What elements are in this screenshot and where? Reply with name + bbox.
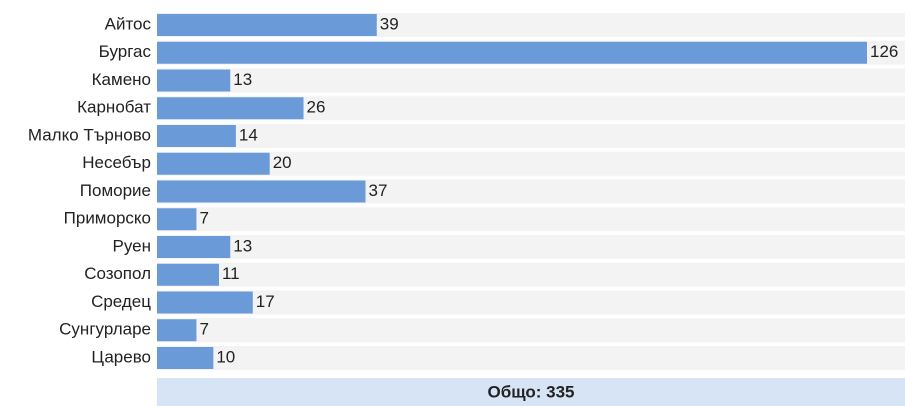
- row-background: [157, 151, 905, 176]
- value-label: 13: [233, 236, 252, 255]
- value-label: 26: [307, 98, 326, 117]
- category-label: Сунгурларе: [59, 320, 151, 339]
- value-label: 17: [256, 292, 275, 311]
- bar: [157, 14, 377, 36]
- total-box: [157, 378, 905, 406]
- total-label: Общо: 335: [488, 382, 575, 401]
- category-label: Созопол: [84, 264, 151, 283]
- bar: [157, 236, 231, 258]
- value-label: 11: [222, 264, 240, 283]
- bar: [157, 347, 214, 369]
- category-label: Средец: [91, 292, 151, 311]
- row-background: [157, 318, 905, 343]
- category-label: Приморско: [64, 209, 151, 228]
- value-label: 10: [216, 347, 235, 366]
- category-label: Поморие: [80, 181, 151, 200]
- bar: [157, 180, 366, 203]
- row-background: [157, 124, 905, 148]
- bar: [157, 69, 231, 92]
- value-label: 126: [870, 42, 898, 61]
- category-label: Айтос: [105, 14, 152, 33]
- category-label: Карнобат: [77, 98, 151, 117]
- row-background: [157, 346, 905, 370]
- value-label: 7: [199, 209, 208, 228]
- category-label: Царево: [91, 347, 151, 366]
- bar: [157, 41, 867, 64]
- category-label: Бургас: [99, 42, 152, 61]
- bar: [157, 97, 304, 120]
- bar: [157, 208, 197, 231]
- bar: [157, 125, 236, 147]
- category-label: Малко Търново: [28, 125, 151, 144]
- category-label: Камено: [92, 70, 151, 89]
- bar: [157, 152, 270, 175]
- row-background: [157, 207, 905, 232]
- bar: [157, 319, 197, 342]
- row-background: [157, 68, 905, 93]
- value-label: 7: [199, 320, 208, 339]
- value-label: 39: [380, 14, 399, 33]
- value-label: 13: [233, 70, 252, 89]
- bar: [157, 263, 219, 286]
- value-label: 37: [368, 181, 387, 200]
- value-label: 14: [239, 125, 258, 144]
- row-background: [157, 262, 905, 287]
- category-label: Несебър: [82, 153, 151, 172]
- value-label: 20: [273, 153, 292, 172]
- category-label: Руен: [113, 236, 152, 255]
- row-background: [157, 290, 905, 315]
- bar: [157, 291, 253, 314]
- row-background: [157, 235, 905, 259]
